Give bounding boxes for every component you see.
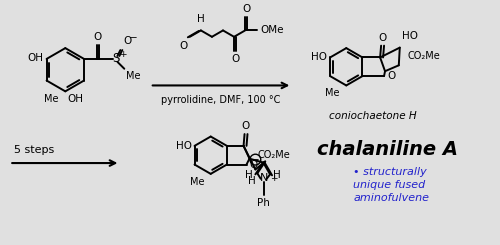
Text: coniochaetone H: coniochaetone H (329, 111, 416, 121)
Text: O: O (378, 33, 386, 43)
Text: H: H (273, 170, 281, 180)
Text: H: H (248, 176, 256, 186)
Text: • structurally: • structurally (353, 167, 427, 177)
Text: CO₂Me: CO₂Me (258, 150, 290, 160)
Text: Me: Me (190, 177, 204, 187)
Text: chalaniline A: chalaniline A (317, 140, 458, 159)
Text: HO: HO (176, 141, 192, 151)
Text: aminofulvene: aminofulvene (353, 193, 429, 203)
Text: CO₂Me: CO₂Me (408, 50, 440, 61)
Text: O: O (94, 32, 102, 42)
Text: O: O (231, 53, 239, 63)
Text: unique fused: unique fused (353, 180, 426, 190)
Text: OH: OH (68, 94, 84, 104)
Text: HO: HO (311, 52, 327, 62)
Text: Me: Me (126, 71, 141, 81)
Text: O: O (124, 36, 132, 46)
Text: H: H (244, 170, 252, 180)
Text: HO: HO (402, 31, 417, 41)
Text: S: S (112, 52, 119, 65)
Text: H: H (197, 13, 205, 24)
Text: Me: Me (326, 88, 340, 98)
Text: Ph: Ph (258, 198, 270, 208)
Text: −: − (251, 155, 260, 165)
Text: N: N (260, 173, 268, 183)
Text: +: + (270, 174, 277, 183)
Text: O: O (387, 71, 396, 81)
Text: 5 steps: 5 steps (14, 145, 54, 155)
Text: Me: Me (44, 94, 59, 104)
Text: pyrrolidine, DMF, 100 °C: pyrrolidine, DMF, 100 °C (162, 95, 280, 105)
Text: OH: OH (28, 53, 44, 63)
Text: OMe: OMe (261, 25, 284, 36)
Text: O: O (242, 4, 250, 14)
Text: O: O (180, 41, 188, 51)
Text: O: O (250, 159, 258, 170)
Text: −: − (129, 33, 138, 43)
Text: +: + (120, 49, 127, 59)
Text: O: O (242, 121, 250, 131)
